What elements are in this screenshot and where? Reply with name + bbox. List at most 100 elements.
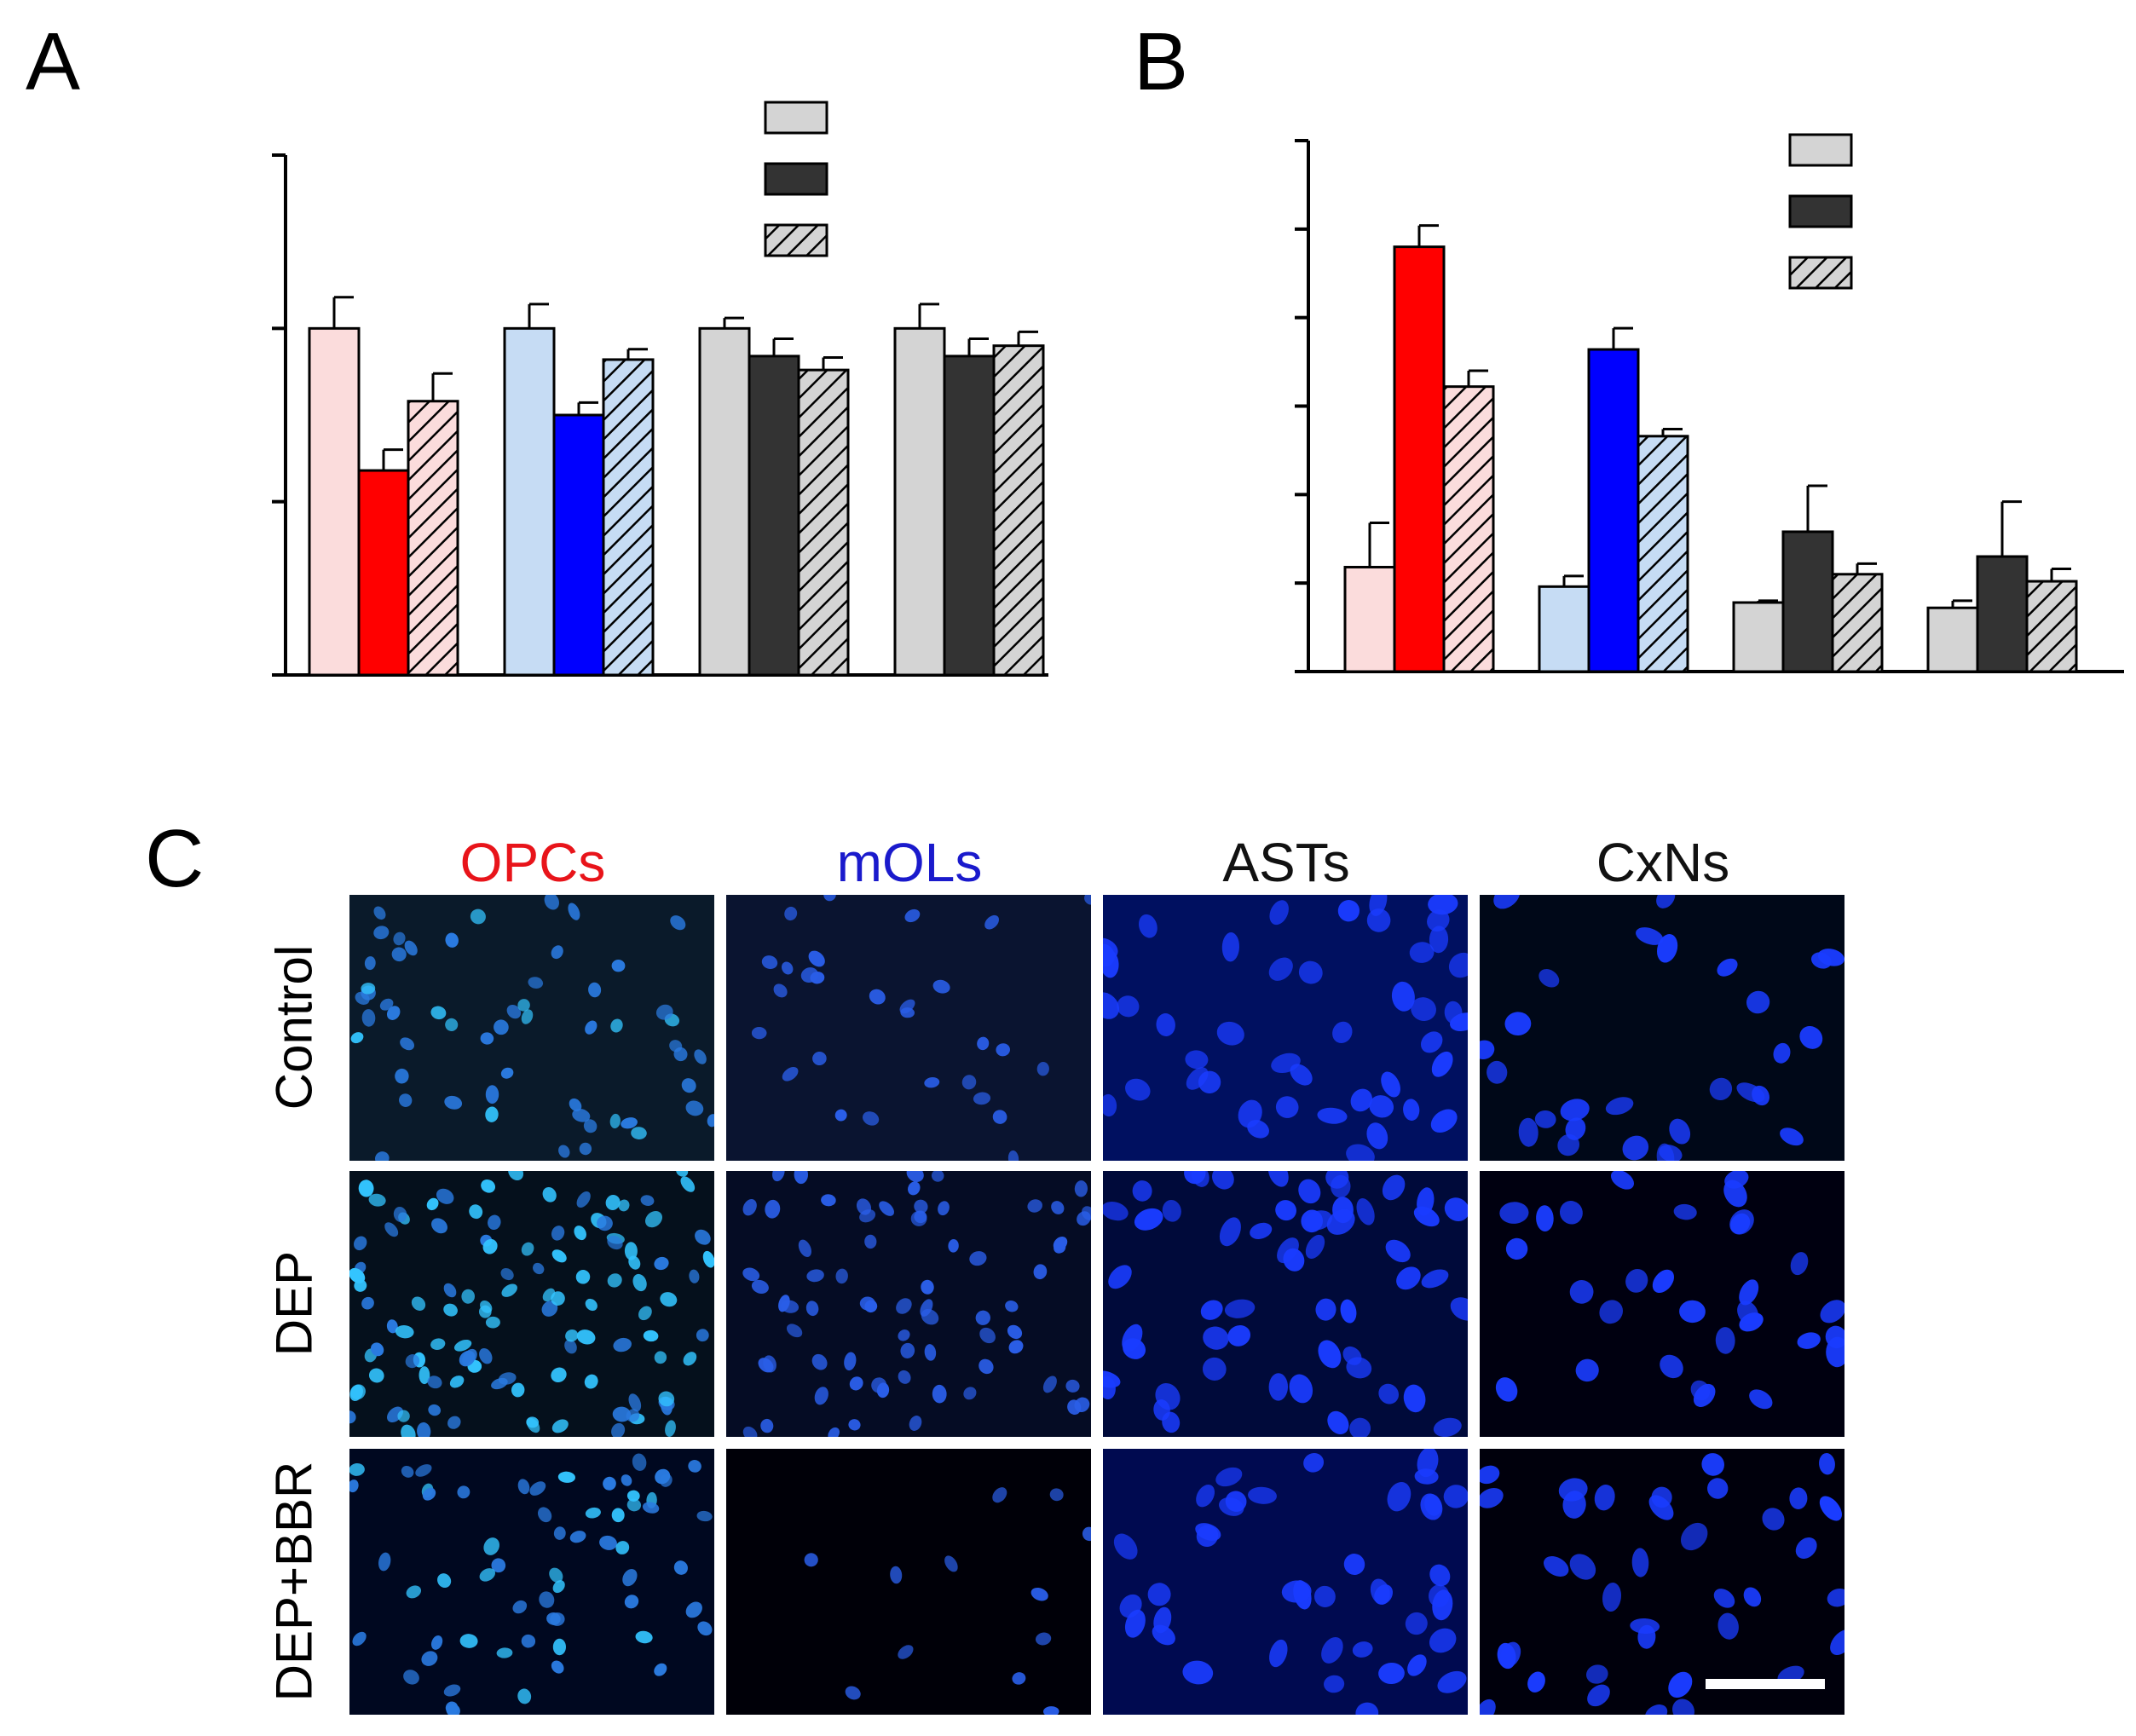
nucleus — [1343, 1554, 1365, 1575]
nucleus — [1820, 1300, 1844, 1324]
nucleus — [1103, 992, 1120, 1019]
nucleus — [1795, 1537, 1817, 1559]
nucleus — [393, 931, 406, 946]
nucleus — [384, 1222, 399, 1237]
nucleus — [610, 1018, 623, 1033]
nucleus — [1103, 1093, 1117, 1117]
nucleus — [364, 956, 376, 971]
nucleus — [992, 1487, 1007, 1503]
nucleus — [904, 908, 921, 923]
nucleus — [1599, 1300, 1624, 1324]
nucleus — [772, 1171, 785, 1182]
nucleus — [585, 1298, 598, 1312]
nucleus — [551, 1419, 569, 1433]
micrograph-image — [1480, 1449, 1844, 1715]
micrograph-image — [349, 1171, 714, 1437]
nucleus — [1746, 990, 1770, 1014]
nucleus — [1413, 1206, 1440, 1227]
nucleus — [898, 1370, 911, 1384]
nucleus — [500, 1268, 514, 1281]
nucleus — [845, 1686, 861, 1700]
bar — [893, 326, 946, 677]
nucleus — [798, 1239, 811, 1257]
nucleus — [1594, 1485, 1615, 1511]
micrograph-image — [1103, 895, 1468, 1161]
nucleus — [1269, 1639, 1288, 1668]
nucleus — [1680, 1522, 1708, 1551]
bar — [797, 368, 850, 677]
nucleus — [624, 1242, 638, 1260]
nucleus — [1275, 1096, 1299, 1118]
nucleus — [1196, 1484, 1215, 1508]
nucleus — [539, 1591, 555, 1608]
nucleus — [1378, 1383, 1400, 1404]
nucleus — [1325, 1171, 1349, 1189]
nucleus — [660, 1292, 678, 1307]
nucleus — [1789, 1487, 1808, 1509]
nucleus — [558, 1145, 570, 1158]
nucleus — [404, 940, 418, 956]
bar — [602, 358, 655, 677]
nucleus — [551, 1226, 565, 1241]
nucleus — [612, 1406, 632, 1422]
nucleus — [533, 1262, 545, 1275]
nucleus — [979, 1358, 994, 1375]
legend-swatch — [1788, 133, 1853, 167]
bar — [1587, 348, 1640, 673]
nucleus — [864, 1234, 877, 1249]
nucleus — [1132, 1180, 1152, 1202]
nucleus — [624, 1595, 639, 1609]
nucleus — [551, 1367, 567, 1383]
nucleus — [1407, 1654, 1427, 1676]
nucleus — [654, 1351, 667, 1364]
nucleus — [707, 1114, 714, 1128]
nucleus — [607, 1235, 623, 1250]
nucleus — [491, 1558, 506, 1573]
nucleus — [485, 1106, 499, 1122]
nucleus — [1480, 1040, 1495, 1060]
nucleus — [349, 1410, 356, 1424]
nucleus — [379, 998, 394, 1011]
nucleus — [1117, 995, 1140, 1018]
nucleus — [1369, 895, 1388, 916]
nucleus — [1385, 1239, 1411, 1263]
nucleus — [1659, 1145, 1683, 1161]
nucleus — [890, 1566, 903, 1584]
nucleus — [1536, 1205, 1554, 1231]
nucleus — [443, 1684, 461, 1697]
nucleus — [443, 1283, 457, 1298]
nucleus — [373, 906, 386, 920]
nucleus — [814, 1387, 828, 1405]
nucleus — [529, 1481, 546, 1496]
nucleus — [361, 1296, 374, 1310]
nucleus — [1049, 1488, 1064, 1502]
nucleus — [565, 1329, 579, 1342]
nucleus — [605, 1194, 621, 1211]
nucleus — [1587, 1684, 1610, 1707]
nucleus — [1113, 1533, 1138, 1560]
nucleus — [626, 1498, 642, 1512]
nucleus — [1403, 1099, 1420, 1121]
nucleus — [696, 1510, 713, 1522]
nucleus — [1723, 1179, 1747, 1208]
nucleus — [811, 1353, 828, 1370]
nucleus — [549, 1567, 563, 1583]
nucleus — [1301, 1209, 1324, 1233]
nucleus — [848, 1419, 861, 1431]
legend-swatch — [1788, 194, 1853, 228]
nucleus — [1200, 1300, 1223, 1320]
nucleus — [1065, 1379, 1080, 1393]
nucleus — [378, 1552, 391, 1572]
nucleus — [1219, 1217, 1241, 1247]
nucleus — [805, 1301, 819, 1317]
micrograph-row-label: DEP — [265, 1250, 323, 1357]
chart-b — [1295, 133, 2124, 673]
nucleus — [1810, 952, 1832, 969]
nucleus — [849, 1376, 863, 1391]
nucleus — [996, 1043, 1010, 1057]
nucleus — [498, 1372, 517, 1385]
nucleus — [869, 989, 886, 1005]
nucleus — [446, 1704, 460, 1715]
nucleus — [910, 1210, 927, 1226]
